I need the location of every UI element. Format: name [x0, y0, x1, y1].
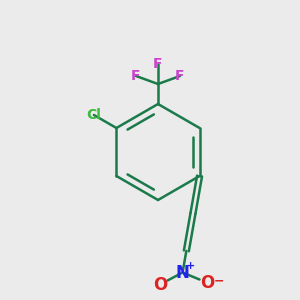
Text: −: − [213, 274, 224, 287]
Text: O: O [200, 274, 215, 292]
Text: F: F [175, 69, 185, 83]
Text: +: + [186, 260, 195, 271]
Text: O: O [153, 275, 168, 293]
Text: Cl: Cl [86, 108, 101, 122]
Text: F: F [153, 57, 163, 71]
Text: N: N [176, 263, 190, 281]
Text: F: F [131, 69, 141, 83]
